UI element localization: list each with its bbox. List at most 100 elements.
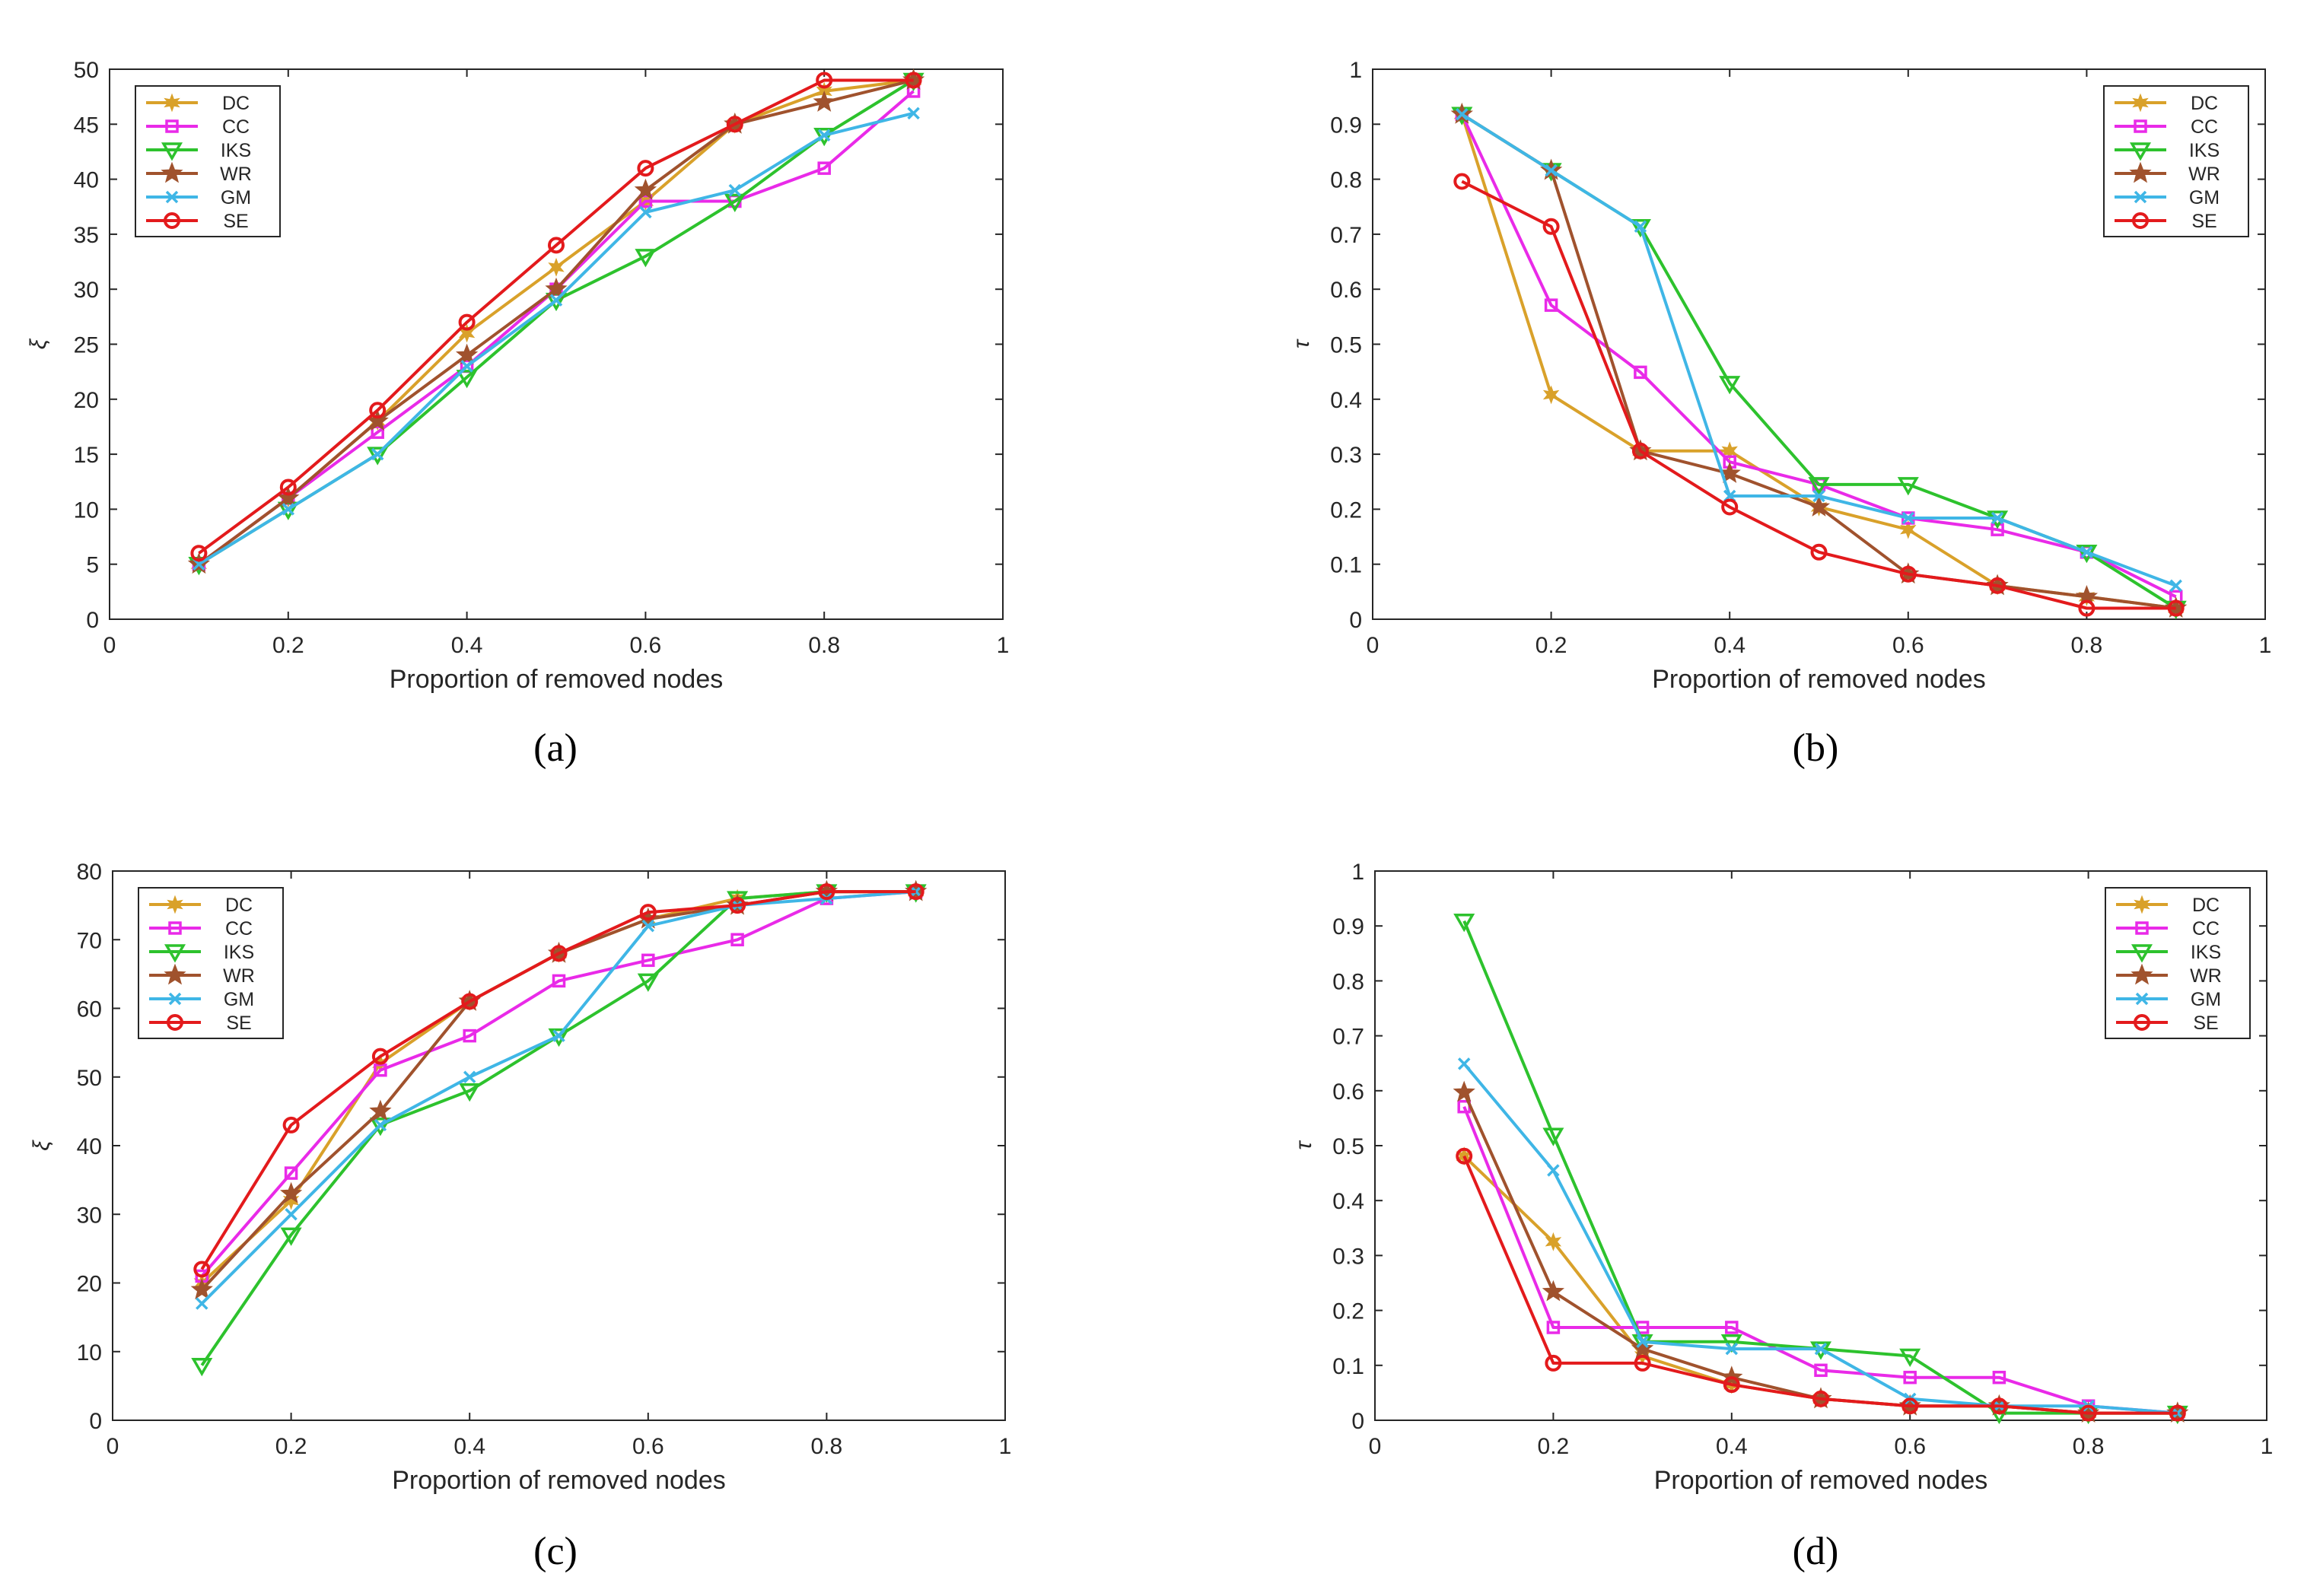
data-point-gm [2169, 579, 2182, 593]
y-tick-label: 0.8 [1332, 969, 1364, 994]
data-point-iks [191, 1358, 213, 1377]
legend-label: WR [223, 965, 255, 987]
legend-entry-wr: WR [146, 161, 252, 185]
legend-marker [168, 992, 182, 1006]
data-point-gm [1901, 511, 1915, 525]
data-point-se [193, 1261, 211, 1278]
data-point-se [2080, 1404, 2097, 1422]
data-point-se [639, 904, 657, 921]
legend-marker [2134, 119, 2147, 133]
legend-entry-gm: GM [2116, 989, 2221, 1010]
legend-entry-se: SE [2116, 1013, 2219, 1034]
data-point-gm [552, 1029, 565, 1042]
data-point-wr [1542, 1280, 1565, 1302]
legend-label: DC [222, 93, 250, 114]
data-point-dc [548, 257, 565, 277]
legend-label: CC [225, 918, 253, 939]
data-point-se [369, 402, 387, 419]
y-tick-label: 0.2 [1330, 498, 1362, 523]
data-point-wr [1631, 1337, 1654, 1359]
data-point-iks [635, 249, 657, 268]
legend-entry-iks: IKS [146, 140, 251, 161]
y-tick-label: 45 [74, 113, 99, 138]
data-point-se [1631, 442, 1649, 459]
legend-entry-wr: WR [2115, 161, 2220, 185]
data-point-se [282, 1116, 300, 1133]
data-point-dc [1545, 1232, 1562, 1251]
x-tick-label: 0.6 [1892, 633, 1924, 658]
legend-marker [167, 895, 183, 914]
data-point-cc [638, 194, 653, 208]
y-tick-label: 0.4 [1330, 388, 1362, 413]
data-point-gm [817, 129, 831, 141]
data-point-se [1545, 1354, 1562, 1372]
y-tick-label: 0.6 [1332, 1079, 1364, 1105]
chart-panel-b: 0 0.2 0.4 0.6 0.8 1 0 0.1 0.2 0.3 0.4 0.5 0.6 0.7 0.8 0… [1289, 58, 2271, 694]
legend-entry-iks: IKS [149, 942, 254, 963]
data-point-cc [1546, 1321, 1561, 1334]
data-point-dc [1542, 385, 1560, 405]
data-point-iks [1899, 1348, 1921, 1368]
data-point-dc [1721, 441, 1738, 461]
series-gm [193, 107, 920, 571]
legend-entry-dc: DC [149, 895, 253, 916]
legend-label: WR [220, 164, 252, 185]
legend-label: GM [224, 989, 254, 1010]
legend-marker [164, 963, 186, 985]
data-point-se [548, 237, 565, 254]
data-point-cc [641, 953, 655, 968]
x-axis-label: Proportion of removed nodes [1654, 1466, 1987, 1495]
legend-entry-cc: CC [2115, 116, 2218, 138]
data-point-iks [1808, 477, 1830, 496]
y-tick-label: 0.9 [1330, 113, 1362, 138]
y-tick-label: 0.9 [1332, 914, 1364, 939]
legend-label: IKS [2189, 140, 2220, 161]
y-tick-label: 70 [77, 928, 102, 953]
y-axis-label: τ [1289, 339, 1314, 348]
series-line-cc [1462, 1105, 2178, 1415]
legend-label: CC [2192, 918, 2220, 939]
x-tick-label: 0.6 [630, 633, 662, 658]
legend-entry-dc: DC [2116, 895, 2220, 916]
y-tick-label: 30 [74, 278, 99, 303]
chart-panel-c: 0 0.2 0.4 0.6 0.8 101020304050607080Proportio… [29, 860, 1011, 1495]
legend-label: IKS [221, 140, 251, 161]
x-tick-label: 0 [103, 633, 116, 658]
x-tick-label: 0 [1369, 1434, 1382, 1459]
legend-marker [2132, 93, 2149, 113]
data-point-cc [1814, 1363, 1828, 1378]
y-tick-label: 0.3 [1330, 443, 1362, 468]
y-axis-label: ξ [26, 338, 51, 349]
legend-box [2105, 887, 2251, 1039]
series-line-se [1461, 180, 2176, 610]
legend-marker [2131, 944, 2153, 963]
data-point-iks [456, 370, 478, 389]
data-point-gm [639, 205, 652, 219]
x-tick-label: 0 [107, 1434, 119, 1459]
legend-marker [164, 944, 186, 963]
y-tick-label: 20 [77, 1272, 102, 1297]
data-point-cc [1992, 1370, 2006, 1385]
data-point-cc [1725, 1321, 1739, 1334]
legend-label: GM [2189, 187, 2220, 208]
series-gm [1456, 108, 2182, 593]
x-axis-label: Proportion of removed nodes [390, 665, 723, 694]
data-point-gm [1456, 108, 1469, 121]
data-point-se [371, 1048, 389, 1065]
x-tick-label: 0.2 [1538, 1434, 1570, 1459]
legend-marker [2134, 1014, 2150, 1031]
data-point-wr [190, 1278, 213, 1300]
data-point-gm [907, 107, 920, 120]
data-point-gm [641, 919, 655, 933]
legend-label: DC [225, 895, 253, 916]
data-point-se [2078, 599, 2096, 617]
data-point-se [1812, 1390, 1829, 1407]
data-point-se [1721, 498, 1739, 516]
legend-marker [165, 119, 179, 133]
data-point-se [1899, 565, 1917, 583]
data-point-se [818, 883, 835, 901]
data-point-se [2167, 599, 2185, 617]
data-point-iks [369, 1118, 391, 1137]
